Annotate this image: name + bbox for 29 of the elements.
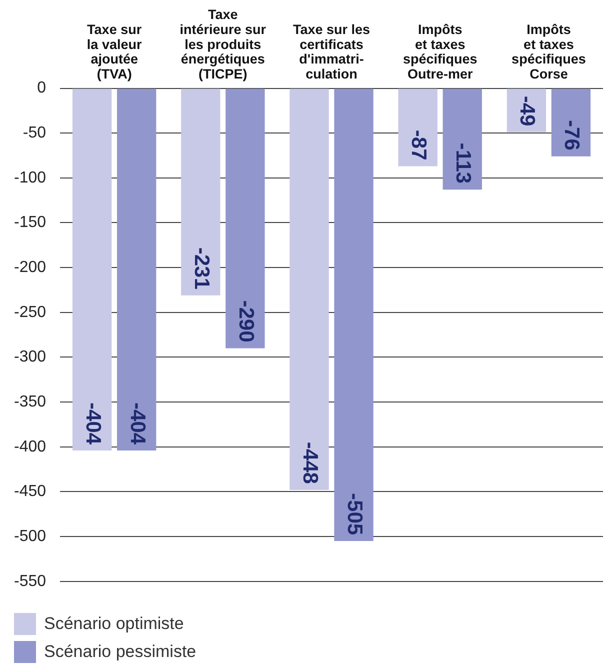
x-tick-label: Taxe sur les certificats d'immatri- culation — [292, 22, 370, 82]
x-tick-label: Impôts et taxes spécifiques Outre-mer — [402, 22, 478, 82]
x-tick-label: Impôts et taxes spécifiques Corse — [512, 22, 586, 82]
y-tick-label: -350 — [14, 393, 46, 410]
data-label: -448 — [298, 442, 322, 484]
y-tick-label: -150 — [14, 214, 46, 232]
data-label: -290 — [234, 300, 258, 342]
data-label: -505 — [342, 493, 366, 536]
legend-label: Scénario pessimiste — [44, 642, 196, 662]
y-tick-label: -50 — [22, 124, 46, 142]
data-label: -113 — [452, 142, 475, 184]
y-tick-label: -500 — [14, 528, 46, 545]
data-label: -404 — [126, 402, 149, 445]
data-label: -404 — [81, 402, 104, 445]
y-tick-label: -100 — [14, 169, 46, 186]
y-tick-label: -300 — [14, 348, 46, 366]
x-tick-label: Taxe sur la valeur ajoutée (TVA) — [86, 22, 142, 82]
y-tick-label: -250 — [14, 304, 46, 321]
y-tick-label: -450 — [14, 483, 46, 500]
y-tick-label: -400 — [14, 438, 46, 456]
y-tick-label: -550 — [14, 572, 46, 590]
data-label: -231 — [190, 247, 213, 290]
legend-label: Scénario optimiste — [44, 614, 184, 634]
data-label: -49 — [516, 96, 539, 126]
y-tick-label: -200 — [14, 258, 46, 276]
y-tick-label: 0 — [37, 80, 46, 97]
data-label: -76 — [560, 120, 584, 150]
x-tick-label: Taxe intérieure sur les produits énergétiques (TICPE) — [180, 7, 267, 82]
data-label: -87 — [407, 130, 430, 160]
